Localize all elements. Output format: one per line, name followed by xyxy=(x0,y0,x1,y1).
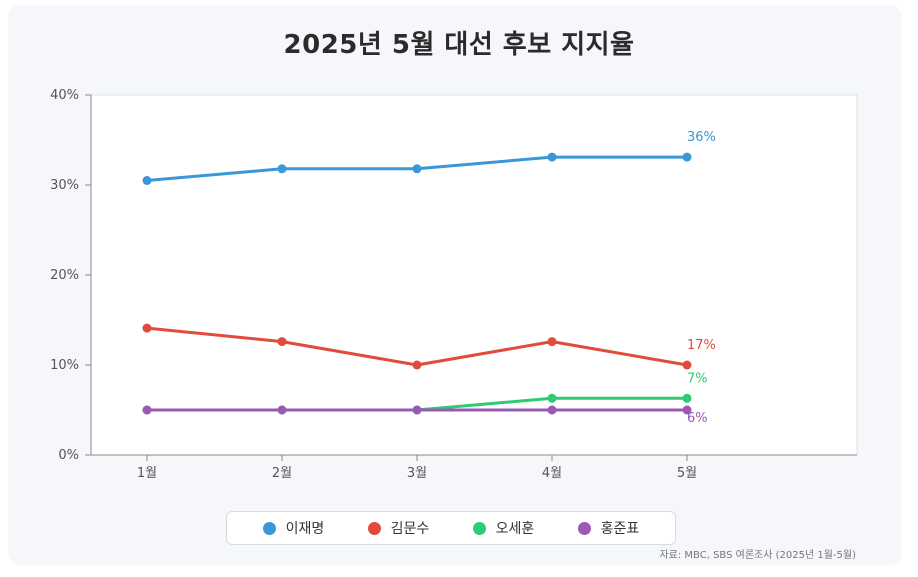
y-tick-label: 20% xyxy=(50,268,79,283)
y-tick-label: 10% xyxy=(50,358,79,373)
data-point xyxy=(277,337,287,347)
data-point xyxy=(547,393,557,403)
data-point xyxy=(682,360,692,370)
data-point xyxy=(142,405,152,415)
x-tick-label: 4월 xyxy=(542,466,562,481)
data-point xyxy=(682,152,692,162)
y-tick-label: 0% xyxy=(58,448,79,463)
end-label: 17% xyxy=(687,338,716,353)
data-point xyxy=(142,176,152,185)
x-tick-label: 3월 xyxy=(407,466,427,481)
legend-swatch xyxy=(577,521,591,535)
data-point xyxy=(547,152,557,162)
y-tick-label: 30% xyxy=(50,178,79,193)
legend-label: 이재명 xyxy=(285,521,325,537)
data-point xyxy=(277,164,287,174)
legend-swatch xyxy=(472,521,486,535)
data-point xyxy=(412,360,422,370)
data-point xyxy=(277,405,287,415)
data-point xyxy=(412,405,422,415)
source-note: 자료: MBC, SBS 여론조사 (2025년 1월-5월) xyxy=(659,550,856,561)
end-label: 36% xyxy=(687,130,716,145)
x-tick-label: 2월 xyxy=(272,466,292,481)
legend-swatch xyxy=(367,521,381,535)
y-tick-label: 40% xyxy=(50,88,79,103)
legend-item[interactable]: 이재명 xyxy=(262,518,325,538)
x-tick-label: 5월 xyxy=(677,466,697,481)
legend-label: 김문수 xyxy=(390,521,430,537)
series-points xyxy=(142,152,692,415)
end-label: 7% xyxy=(687,371,708,386)
legend-label: 오세훈 xyxy=(495,521,535,537)
legend-item[interactable]: 홍준표 xyxy=(577,518,640,538)
x-tick-label: 1월 xyxy=(137,466,157,481)
legend-label: 홍준표 xyxy=(600,521,640,537)
x-axis-ticks: 1월 2월 3월 4월 5월 xyxy=(137,455,697,481)
legend: 이재명 김문수 오세훈 홍준표 xyxy=(226,511,676,545)
data-point xyxy=(547,337,557,347)
data-point xyxy=(142,323,152,333)
data-point xyxy=(682,405,692,415)
legend-item[interactable]: 오세훈 xyxy=(472,518,535,538)
legend-swatch xyxy=(262,521,276,535)
data-point xyxy=(547,405,557,415)
end-labels: 36% 17% 7% 6% xyxy=(687,130,716,426)
y-axis-ticks: 0% 10% 20% 30% 40% xyxy=(50,88,91,463)
chart-title: 2025년 5월 대선 후보 지지율 xyxy=(283,30,635,60)
data-point xyxy=(682,393,692,403)
legend-item[interactable]: 김문수 xyxy=(367,518,430,538)
plot-area xyxy=(90,94,858,456)
end-label: 6% xyxy=(687,411,708,426)
data-point xyxy=(412,164,422,174)
